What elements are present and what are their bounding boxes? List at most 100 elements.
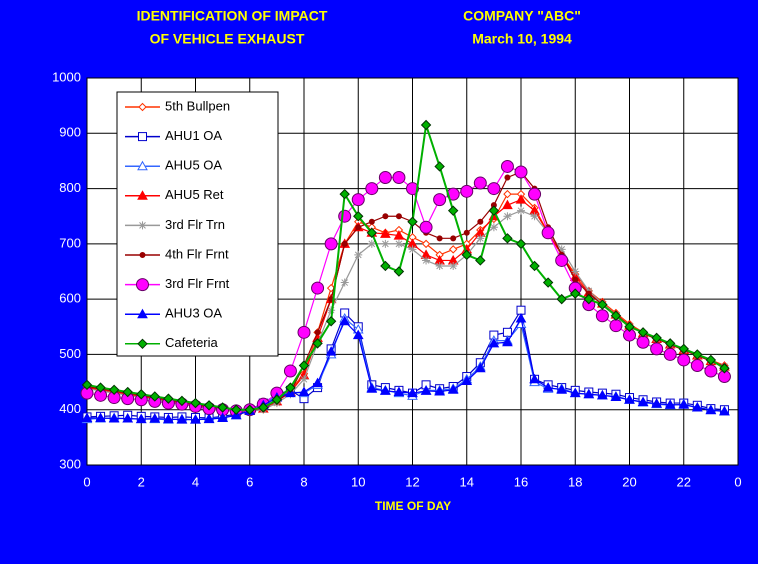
legend-marker — [137, 160, 148, 171]
marker — [122, 386, 133, 398]
marker — [95, 412, 106, 423]
x-tick-label: 20 — [622, 474, 636, 489]
marker — [692, 349, 703, 360]
legend-label: AHU1 OA — [165, 128, 222, 143]
marker — [528, 187, 542, 201]
marker — [190, 397, 201, 409]
legend-marker — [139, 252, 146, 258]
marker — [447, 384, 459, 394]
marker — [203, 400, 215, 411]
marker — [422, 256, 431, 265]
marker — [435, 261, 444, 270]
marker — [637, 396, 649, 406]
marker — [108, 384, 120, 396]
marker — [393, 230, 405, 240]
marker — [664, 338, 676, 349]
marker — [108, 413, 120, 423]
marker — [474, 362, 486, 373]
marker — [500, 159, 514, 173]
marker — [367, 239, 376, 248]
marker — [298, 360, 310, 371]
marker — [636, 335, 650, 349]
marker — [663, 347, 677, 361]
x-tick-label: 0 — [734, 474, 741, 489]
marker — [300, 375, 308, 384]
marker — [314, 329, 321, 336]
marker — [542, 277, 554, 288]
marker — [610, 391, 622, 401]
marker — [298, 386, 310, 397]
marker — [408, 245, 417, 254]
marker — [473, 176, 487, 190]
marker — [477, 218, 484, 225]
marker — [381, 239, 390, 248]
legend-marker — [138, 132, 147, 142]
marker — [297, 325, 311, 339]
legend-marker — [138, 221, 147, 230]
marker — [705, 354, 717, 366]
marker — [503, 189, 512, 199]
marker — [583, 293, 595, 305]
marker — [461, 249, 472, 261]
legend-label: 3rd Flr Frnt — [165, 276, 230, 291]
marker — [420, 119, 432, 131]
marker — [163, 413, 174, 424]
marker — [650, 342, 664, 356]
legend-marker — [136, 278, 149, 292]
marker — [651, 398, 662, 408]
marker — [421, 239, 431, 249]
marker — [678, 399, 690, 409]
legend-label: Cafeteria — [165, 335, 219, 350]
marker — [460, 184, 474, 198]
marker — [570, 288, 581, 299]
x-tick-label: 10 — [351, 474, 365, 489]
marker — [327, 306, 336, 315]
x-tick-label: 12 — [405, 474, 419, 489]
y-tick-label: 500 — [59, 346, 81, 361]
series — [80, 159, 731, 418]
marker — [190, 414, 201, 424]
marker — [81, 412, 93, 423]
marker — [487, 182, 501, 196]
marker — [122, 413, 134, 423]
y-tick-label: 1000 — [52, 69, 81, 84]
marker — [230, 404, 242, 415]
marker — [217, 412, 228, 423]
marker — [555, 253, 569, 267]
legend-marker — [138, 102, 147, 112]
marker — [136, 389, 147, 400]
marker — [677, 353, 691, 367]
marker — [556, 384, 568, 394]
marker — [597, 299, 608, 310]
marker — [325, 316, 337, 327]
marker — [517, 206, 525, 215]
marker — [502, 199, 513, 210]
marker — [380, 260, 391, 272]
marker — [352, 329, 364, 340]
x-tick-label: 22 — [677, 474, 691, 489]
marker — [502, 233, 513, 244]
marker — [624, 394, 635, 404]
marker — [434, 385, 445, 396]
marker — [651, 332, 662, 344]
marker — [515, 238, 527, 250]
marker — [434, 161, 445, 172]
x-tick-label: 0 — [83, 474, 90, 489]
marker — [529, 260, 540, 272]
chart-title: IDENTIFICATION OF IMPACT — [137, 8, 328, 24]
y-tick-label: 600 — [59, 291, 81, 306]
x-tick-label: 2 — [138, 474, 145, 489]
marker — [340, 278, 349, 287]
x-tick-label: 8 — [300, 474, 307, 489]
x-tick-label: 4 — [192, 474, 199, 489]
marker — [406, 182, 419, 196]
marker — [514, 165, 528, 179]
marker — [285, 382, 296, 393]
marker — [393, 386, 405, 397]
marker — [353, 211, 364, 222]
marker — [407, 387, 418, 398]
marker — [610, 310, 622, 321]
marker — [368, 218, 375, 225]
marker — [341, 240, 348, 247]
